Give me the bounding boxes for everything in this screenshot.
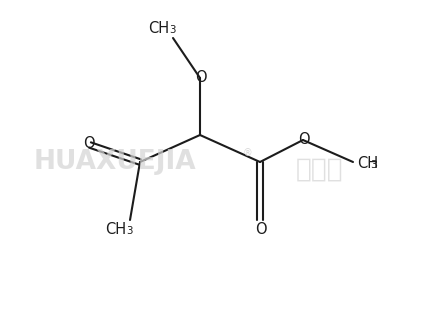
Text: $_3$: $_3$	[126, 222, 134, 237]
Text: O: O	[298, 132, 310, 147]
Text: 化学加: 化学加	[296, 157, 344, 183]
Text: HUAXUEJIA: HUAXUEJIA	[34, 149, 196, 175]
Text: CH: CH	[357, 156, 378, 171]
Text: O: O	[83, 137, 95, 151]
Text: 3: 3	[370, 160, 377, 170]
Text: O: O	[195, 70, 207, 85]
Text: ®: ®	[243, 148, 253, 158]
Text: $_3$: $_3$	[169, 21, 177, 36]
Text: O: O	[255, 222, 267, 237]
Text: CH: CH	[105, 222, 126, 237]
Text: CH: CH	[148, 21, 169, 36]
